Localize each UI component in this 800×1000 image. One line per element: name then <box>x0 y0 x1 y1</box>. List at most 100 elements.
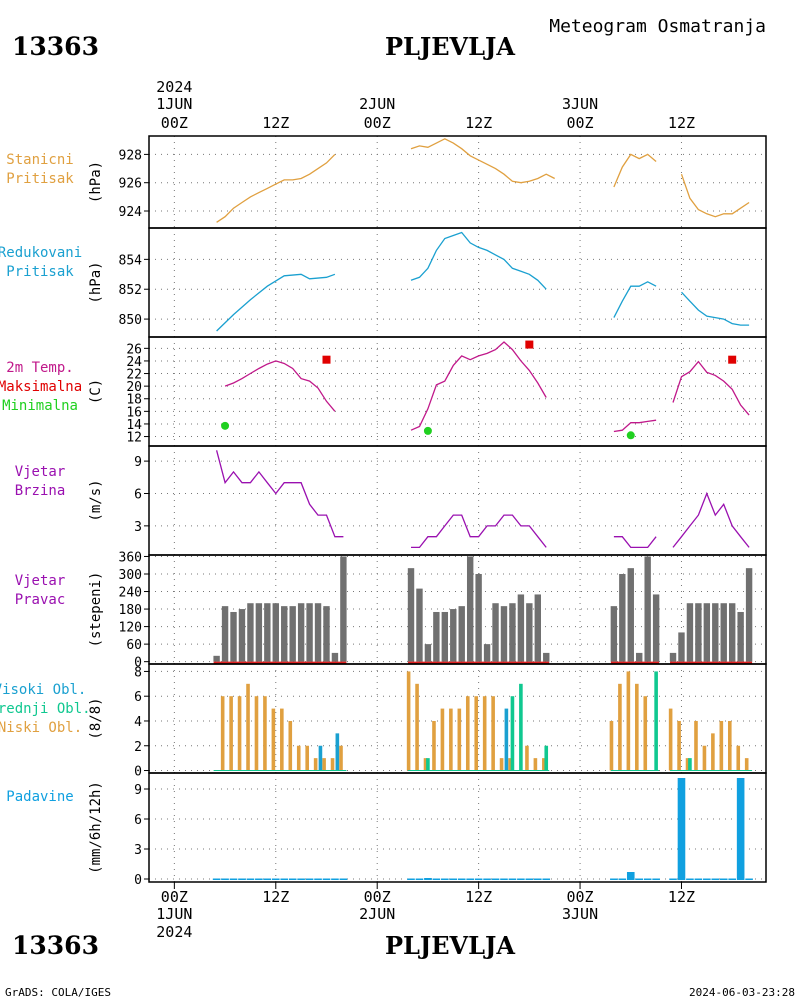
low-cloud-bar <box>339 745 343 771</box>
low-cloud-bar <box>736 745 741 771</box>
precip-bar <box>669 878 677 880</box>
low-cloud-bar <box>727 720 732 771</box>
y-axis-label: (8/8) <box>88 697 104 739</box>
wind-dir-bar <box>500 606 508 662</box>
low-cloud-bar <box>229 696 233 771</box>
precip-bar <box>719 878 728 880</box>
wind-dir-bar <box>230 611 237 662</box>
low-cloud-bar <box>533 758 538 771</box>
high-cloud-bar <box>504 708 509 771</box>
precip-bar <box>508 878 517 880</box>
precip-bar <box>711 878 720 880</box>
wind-dir-bar <box>306 603 313 662</box>
precip-bar <box>652 878 660 880</box>
series-line <box>613 419 657 433</box>
y-axis-label: (mm/6h/12h) <box>88 781 104 874</box>
y-tick-label: 3 <box>134 843 142 858</box>
panel-label: Brzina <box>15 483 66 499</box>
panel-label: Srednji Obl. <box>0 701 91 717</box>
low-cloud-bar <box>643 696 648 771</box>
series-line <box>410 231 547 290</box>
panels: 924926928(hPa)StanicniPritisak850852854(… <box>0 135 767 888</box>
wind-dir-bar <box>281 606 288 662</box>
date-label: 1JUN <box>156 95 192 113</box>
series-line <box>216 153 336 223</box>
panel-label: Stanicni <box>6 152 73 168</box>
panel-precipitation: 0 3 6 9 (mm/6h/12h) Padavine <box>6 772 767 888</box>
panel-label: 2m Temp. <box>6 360 73 376</box>
low-cloud-bar <box>668 708 673 771</box>
precip-bar <box>263 878 272 880</box>
low-cloud-bar <box>499 758 504 771</box>
low-cloud-bar <box>525 745 529 771</box>
low-cloud-bar <box>271 708 276 771</box>
precip-bar <box>703 878 711 880</box>
y-tick-label: 9 <box>134 783 142 798</box>
y-tick-label: 3 <box>134 520 142 535</box>
precip-bar <box>500 878 508 880</box>
low-cloud-bar <box>322 758 326 771</box>
precip-bar <box>255 878 263 880</box>
precip-bar <box>297 878 305 880</box>
wind-dir-bar <box>745 568 753 662</box>
low-cloud-bar <box>482 696 487 771</box>
y-tick-label: 6 <box>134 813 142 828</box>
panel-frame <box>148 227 767 338</box>
y-tick-label: 928 <box>119 148 142 163</box>
panel-frame <box>148 336 767 447</box>
precip-bar <box>610 878 618 880</box>
precip-bar <box>457 878 466 880</box>
precip-bar <box>339 878 348 880</box>
y-tick-label: 360 <box>119 550 142 565</box>
low-cloud-bar <box>449 708 453 771</box>
hour-label: 12Z <box>262 888 289 906</box>
low-cloud-bar <box>296 745 301 771</box>
precip-bar <box>533 878 542 880</box>
wind-dir-bar <box>686 603 694 662</box>
y-tick-label: 180 <box>119 603 142 618</box>
low-cloud-bar <box>626 671 631 771</box>
precip-bar <box>491 878 500 880</box>
precip-bar <box>542 878 551 880</box>
series-line <box>672 491 750 548</box>
wind-dir-bar <box>720 603 727 662</box>
low-cloud-bar <box>288 720 293 771</box>
series-line <box>215 450 344 538</box>
station-name-bottom: PLJEVLJA <box>385 931 515 960</box>
wind-dir-bar <box>213 655 220 662</box>
panel-frame <box>148 772 767 883</box>
series-line <box>681 291 750 326</box>
wind-dir-bar <box>247 603 254 662</box>
mid-cloud-bar <box>654 671 658 771</box>
mid-cloud-bar <box>544 745 549 771</box>
y-tick-label: 14 <box>126 418 142 433</box>
wind-dir-bar <box>433 611 440 662</box>
wind-dir-bar <box>737 611 744 662</box>
wind-dir-bar <box>712 603 719 662</box>
precip-bar <box>212 878 221 880</box>
y-axis-label: (stepeni) <box>88 572 104 648</box>
wind-dir-bar <box>543 652 550 662</box>
precip-bar <box>415 878 424 880</box>
precip-bar <box>331 878 339 880</box>
station-name-top: PLJEVLJA <box>385 32 515 61</box>
low-cloud-bar <box>618 683 622 771</box>
panel-frame <box>148 445 767 556</box>
y-tick-label: 240 <box>119 586 142 601</box>
low-cloud-bar <box>491 696 495 771</box>
low-cloud-bar <box>719 720 724 771</box>
series-line <box>411 514 547 549</box>
y-tick-label: 924 <box>119 205 143 220</box>
panel-label: Pritisak <box>6 171 74 187</box>
precip-bar <box>305 878 314 880</box>
wind-dir-bar <box>441 611 449 662</box>
wind-dir-bar <box>509 603 516 662</box>
precip-bar <box>618 878 627 880</box>
precip-bar <box>626 872 635 880</box>
chart-title: Meteogram Osmatranja <box>549 16 766 37</box>
y-axis-label: (C) <box>88 379 104 404</box>
low-cloud-bar <box>685 758 690 771</box>
y-tick-label: 6 <box>134 690 142 705</box>
panel-label: Visoki Obl. <box>0 682 86 698</box>
